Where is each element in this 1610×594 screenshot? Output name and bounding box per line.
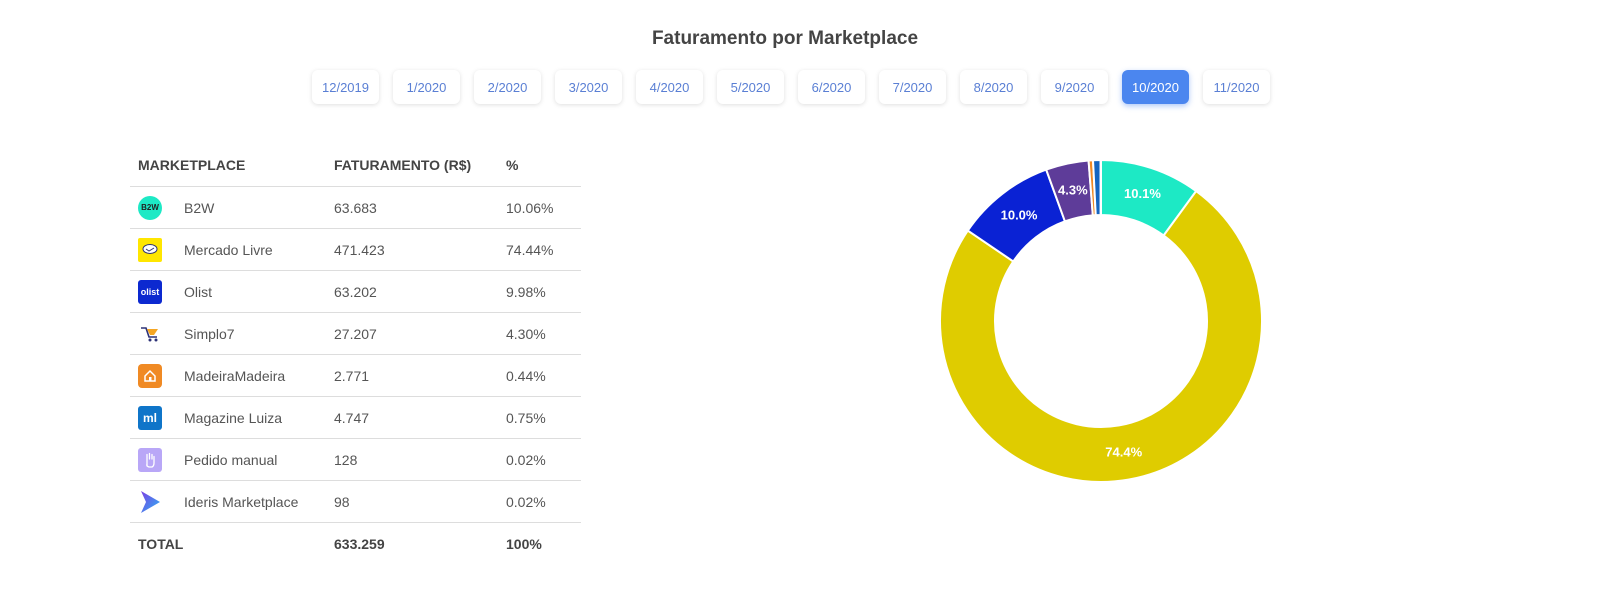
mercado-livre-logo-icon bbox=[138, 237, 162, 262]
total-value: 633.259 bbox=[334, 535, 385, 552]
row-name: Pedido manual bbox=[184, 451, 278, 468]
donut-chart: 10.1% 74.4% 10.0% 4.3% bbox=[936, 156, 1266, 486]
table-row: MadeiraMadeira 2.771 0.44% bbox=[130, 354, 581, 397]
row-percent: 10.06% bbox=[498, 186, 581, 229]
month-button-2-2020[interactable]: 2/2020 bbox=[474, 70, 541, 104]
month-button-5-2020[interactable]: 5/2020 bbox=[717, 70, 784, 104]
table-row: Simplo7 27.207 4.30% bbox=[130, 312, 581, 355]
row-value: 2.771 bbox=[326, 354, 498, 397]
row-percent: 0.02% bbox=[498, 480, 581, 523]
donut-label-olist: 10.0% bbox=[1001, 208, 1038, 223]
row-percent: 0.75% bbox=[498, 396, 581, 439]
row-name: Olist bbox=[184, 283, 212, 300]
page-title: Faturamento por Marketplace bbox=[651, 28, 919, 49]
total-percent: 100% bbox=[506, 535, 542, 552]
row-percent: 9.98% bbox=[498, 270, 581, 313]
month-button-8-2020[interactable]: 8/2020 bbox=[960, 70, 1027, 104]
total-row: TOTAL 633.259 100% bbox=[130, 523, 581, 565]
month-button-12-2019[interactable]: 12/2019 bbox=[312, 70, 379, 104]
row-percent: 74.44% bbox=[498, 228, 581, 271]
madeiramadeira-logo-icon bbox=[138, 363, 162, 388]
month-button-7-2020[interactable]: 7/2020 bbox=[879, 70, 946, 104]
row-name: Mercado Livre bbox=[184, 241, 273, 258]
row-value: 98 bbox=[326, 480, 498, 523]
table-row: B2W B2W 63.683 10.06% bbox=[130, 186, 581, 229]
row-value: 63.202 bbox=[326, 270, 498, 313]
b2w-logo-icon: B2W bbox=[138, 195, 162, 220]
total-label: TOTAL bbox=[138, 535, 184, 552]
row-value: 128 bbox=[326, 438, 498, 481]
month-button-3-2020[interactable]: 3/2020 bbox=[555, 70, 622, 104]
donut-chart-svg: 10.1% 74.4% 10.0% 4.3% bbox=[939, 158, 1263, 483]
month-button-6-2020[interactable]: 6/2020 bbox=[798, 70, 865, 104]
header-marketplace: MARKETPLACE bbox=[130, 144, 326, 187]
month-selector: 12/2019 1/2020 2/2020 3/2020 4/2020 5/20… bbox=[312, 70, 1270, 104]
donut-label-simplo7: 4.3% bbox=[1058, 182, 1088, 197]
row-value: 27.207 bbox=[326, 312, 498, 355]
row-name: Magazine Luiza bbox=[184, 409, 283, 426]
header-percent: % bbox=[498, 144, 581, 187]
row-percent: 4.30% bbox=[498, 312, 581, 355]
table-row: Pedido manual 128 0.02% bbox=[130, 438, 581, 481]
ideris-logo-icon bbox=[138, 490, 162, 514]
month-button-11-2020[interactable]: 11/2020 bbox=[1203, 70, 1270, 104]
donut-label-b2w: 10.1% bbox=[1124, 186, 1161, 201]
row-name: Ideris Marketplace bbox=[184, 493, 299, 510]
table-row: olist Olist 63.202 9.98% bbox=[130, 270, 581, 313]
month-button-9-2020[interactable]: 9/2020 bbox=[1041, 70, 1108, 104]
row-percent: 0.02% bbox=[498, 438, 581, 481]
table-row: Mercado Livre 471.423 74.44% bbox=[130, 228, 581, 271]
hand-icon bbox=[138, 447, 162, 472]
row-name: B2W bbox=[184, 199, 215, 216]
row-value: 471.423 bbox=[326, 228, 498, 271]
month-button-4-2020[interactable]: 4/2020 bbox=[636, 70, 703, 104]
olist-logo-icon: olist bbox=[138, 279, 162, 304]
row-value: 4.747 bbox=[326, 396, 498, 439]
magazine-luiza-logo-icon: ml bbox=[138, 405, 162, 430]
donut-slice-mercado-livre[interactable] bbox=[939, 189, 1263, 483]
table-header-row: MARKETPLACE FATURAMENTO (R$) % bbox=[130, 144, 581, 187]
table-row: Ideris Marketplace 98 0.02% bbox=[130, 480, 581, 523]
row-name: MadeiraMadeira bbox=[184, 367, 286, 384]
marketplace-table: MARKETPLACE FATURAMENTO (R$) % B2W B2W 6… bbox=[130, 144, 581, 564]
row-value: 63.683 bbox=[326, 186, 498, 229]
donut-label-mercado-livre: 74.4% bbox=[1105, 445, 1142, 460]
header-faturamento: FATURAMENTO (R$) bbox=[326, 144, 498, 187]
row-percent: 0.44% bbox=[498, 354, 581, 397]
month-button-1-2020[interactable]: 1/2020 bbox=[393, 70, 460, 104]
month-button-10-2020[interactable]: 10/2020 bbox=[1122, 70, 1189, 104]
row-name: Simplo7 bbox=[184, 325, 235, 342]
table-row: ml Magazine Luiza 4.747 0.75% bbox=[130, 396, 581, 439]
simplo7-logo-icon bbox=[138, 322, 162, 346]
